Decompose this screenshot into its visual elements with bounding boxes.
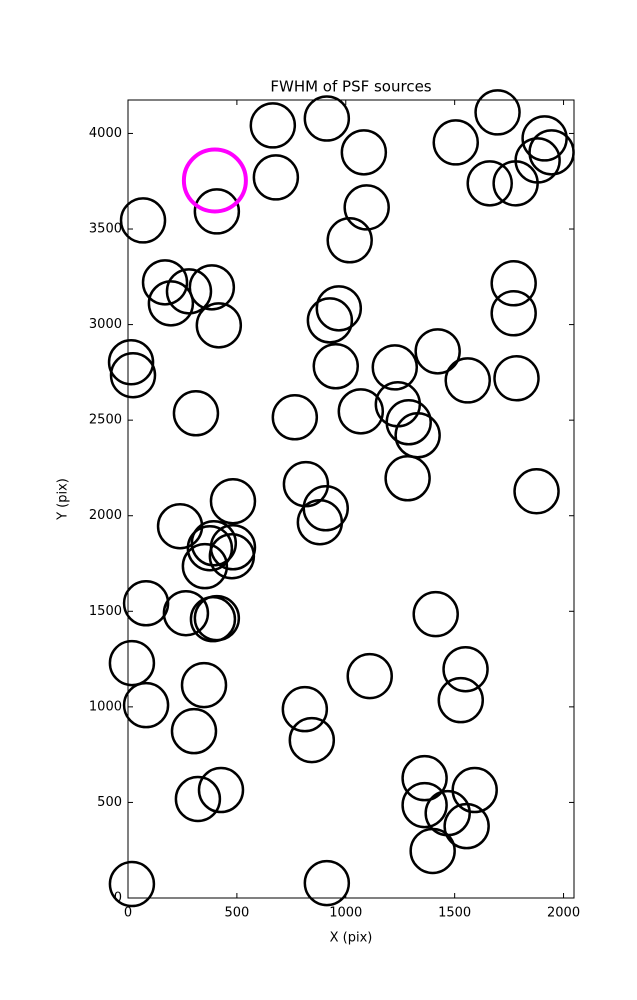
y-tick-label: 2000 <box>89 508 122 523</box>
psf-source <box>401 781 448 829</box>
psf-source <box>281 685 329 733</box>
psf-source <box>444 357 491 404</box>
psf-source <box>193 188 241 235</box>
psf-source <box>119 197 167 244</box>
y-tick-label: 500 <box>97 795 122 810</box>
psf-source <box>337 388 385 435</box>
psf-source <box>181 542 229 590</box>
psf-source <box>170 707 218 755</box>
psf-source <box>514 137 561 184</box>
x-tick-label: 1000 <box>329 906 362 921</box>
chart-title: FWHM of PSF sources <box>270 78 431 96</box>
psf-source <box>394 412 441 459</box>
psf-source <box>188 264 236 311</box>
y-tick-label: 4000 <box>89 126 122 141</box>
psf-source <box>165 268 213 315</box>
psf-source <box>296 498 344 546</box>
psf-source <box>190 519 238 567</box>
psf-source <box>147 280 195 327</box>
psf-source <box>303 95 351 142</box>
psf-source <box>326 217 373 264</box>
psf-source <box>315 285 363 332</box>
y-tick-label: 3500 <box>89 222 122 237</box>
psf-source <box>197 766 245 814</box>
psf-source <box>208 532 256 580</box>
psf-source <box>343 184 390 231</box>
psf-source <box>180 661 228 709</box>
psf-source <box>312 343 360 390</box>
psf-source <box>156 502 204 550</box>
psf-source <box>466 160 513 207</box>
psf-source <box>108 860 156 908</box>
psf-source <box>412 590 459 638</box>
psf-source <box>493 355 540 402</box>
y-tick-label: 2500 <box>89 413 122 428</box>
psf-source <box>252 154 300 201</box>
psf-source <box>109 351 157 399</box>
psf-source <box>451 766 498 814</box>
psf-source <box>432 119 479 166</box>
psf-source <box>401 754 448 802</box>
y-tick-label: 3000 <box>89 317 122 332</box>
x-tick-label: 2000 <box>547 906 580 921</box>
psf-source <box>195 302 243 349</box>
x-tick-label: 0 <box>124 906 132 921</box>
psf-source <box>492 160 539 207</box>
x-tick-label: 500 <box>224 906 249 921</box>
psf-source <box>528 129 575 176</box>
psf-source <box>189 595 237 643</box>
psf-source <box>107 338 155 386</box>
psf-source <box>108 639 156 687</box>
psf-source <box>306 297 354 344</box>
psf-source <box>340 129 388 176</box>
psf-source <box>141 259 189 306</box>
psf-source <box>186 524 234 572</box>
psf-source <box>385 399 432 446</box>
psf-source <box>122 681 170 729</box>
psf-source <box>288 716 336 764</box>
psf-source <box>174 775 222 823</box>
psf-source <box>172 390 220 437</box>
psf-source <box>346 652 393 700</box>
y-tick-label: 1500 <box>89 604 122 619</box>
psf-source <box>437 676 485 724</box>
psf-source <box>414 328 461 375</box>
psf-source <box>384 455 431 502</box>
psf-source <box>443 802 490 850</box>
y-tick-label: 1000 <box>89 699 122 714</box>
plot-frame <box>127 99 575 899</box>
psf-source <box>474 89 521 136</box>
psf-source <box>490 290 537 337</box>
x-axis-label: X (pix) <box>330 931 373 946</box>
psf-source <box>181 147 248 214</box>
psf-source <box>371 344 419 391</box>
psf-source <box>409 827 456 875</box>
y-axis-label: Y (pix) <box>56 478 71 521</box>
psf-source <box>122 580 170 627</box>
psf-source <box>442 645 489 693</box>
psf-source <box>490 260 537 307</box>
psf-source <box>303 859 351 907</box>
psf-source <box>162 589 210 637</box>
psf-source <box>271 394 319 441</box>
psf-source <box>521 115 568 162</box>
psf-source <box>513 468 560 515</box>
psf-source <box>193 594 241 642</box>
psf-source <box>209 477 257 525</box>
x-tick-label: 1500 <box>438 906 471 921</box>
psf-source <box>249 102 297 149</box>
y-tick-label: 0 <box>114 891 122 906</box>
